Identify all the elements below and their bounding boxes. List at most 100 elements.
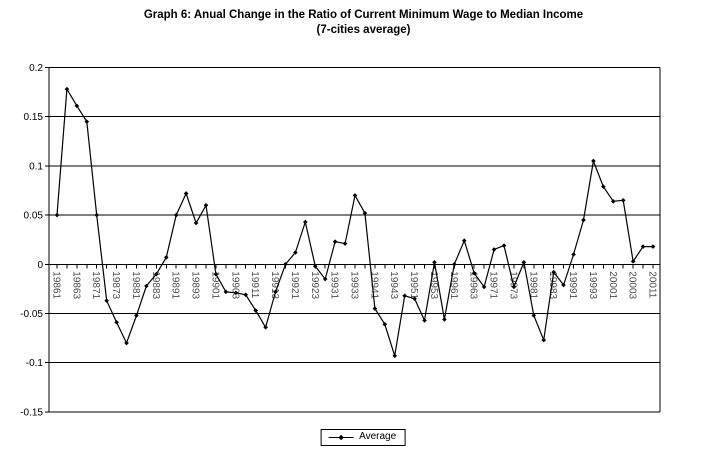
x-axis-label-19913: 19913 [269,271,280,299]
data-point-52 [571,252,576,257]
data-point-60 [650,244,656,249]
data-point-21 [263,324,268,330]
data-point-49 [541,337,547,343]
data-point-2 [74,103,80,109]
data-point-40 [452,262,457,267]
x-axis-label-20001: 20001 [607,271,618,299]
data-point-5 [104,298,109,304]
x-axis-label-19901: 19901 [209,271,220,299]
data-point-27 [322,276,328,282]
x-axis-label-19933: 19933 [349,271,360,299]
data-point-53 [581,217,586,223]
x-axis-label-19951: 19951 [408,271,419,299]
data-point-42 [471,270,477,276]
x-axis-label-19881: 19881 [130,271,141,299]
y-axis-label-0.05: 0.05 [24,211,44,222]
data-point-33 [382,322,388,327]
data-point-59 [640,244,646,249]
data-point-28 [332,239,338,244]
data-point-31 [362,210,368,216]
data-point-45 [501,243,507,248]
data-point-30 [352,193,358,198]
data-point-51 [561,282,566,288]
data-point-3 [84,119,90,124]
x-axis-label-19911: 19911 [249,271,260,299]
x-axis-label-19863: 19863 [70,271,81,299]
data-point-22 [273,289,278,295]
data-point-0 [54,212,60,218]
data-point-38 [432,260,437,265]
x-axis-label-19923: 19923 [309,271,320,299]
x-axis-label-19961: 19961 [448,271,459,299]
data-point-50 [551,269,556,275]
x-axis-label-19921: 19921 [289,271,300,299]
data-point-37 [422,318,427,323]
data-point-8 [134,313,139,318]
data-point-46 [511,284,517,290]
data-point-15 [203,202,209,208]
data-point-29 [342,241,348,246]
data-point-25 [303,219,308,225]
x-axis-label-20003: 20003 [627,271,638,299]
x-axis-label-19943: 19943 [388,271,399,299]
x-axis-label-19871: 19871 [90,271,101,299]
x-axis-label-19983: 19983 [547,271,558,299]
data-point-39 [442,317,447,322]
x-axis-label-19953: 19953 [428,271,439,299]
data-point-55 [601,184,606,189]
data-point-44 [491,247,497,252]
x-axis-label-19931: 19931 [329,271,340,299]
data-point-34 [392,353,398,359]
x-axis-label-19893: 19893 [190,271,201,299]
data-point-58 [630,259,636,264]
y-axis-label-0.15: 0.15 [24,112,44,123]
data-point-18 [233,290,239,296]
x-axis-label-19861: 19861 [51,271,62,299]
chart-subtitle: (7-cities average) [316,24,411,36]
y-axis-label-0.1: 0.1 [29,161,43,172]
y-axis-label--0.15: -0.15 [20,407,43,418]
data-point-23 [283,262,288,267]
data-point-1 [64,86,70,92]
data-point-17 [223,289,229,295]
y-axis-label--0.05: -0.05 [20,309,43,320]
data-point-12 [173,212,179,218]
x-axis-label-19941: 19941 [368,271,379,299]
legend-line-marker-icon [328,434,354,440]
x-axis-label-19991: 19991 [567,271,578,299]
data-point-9 [144,283,149,289]
data-point-47 [521,260,527,265]
x-axis-label-19903: 19903 [229,271,240,299]
data-point-48 [531,313,537,318]
x-axis-label-19891: 19891 [170,271,181,299]
data-point-6 [114,320,119,325]
y-axis-label-0.2: 0.2 [29,63,43,74]
x-axis-label-19873: 19873 [110,271,121,299]
data-point-41 [461,238,467,243]
data-point-36 [412,296,417,302]
data-point-56 [610,199,616,204]
data-point-26 [312,263,318,269]
data-point-13 [183,191,189,196]
data-point-16 [213,271,219,277]
x-axis-label-19971: 19971 [488,271,499,299]
data-point-35 [402,293,407,299]
data-point-14 [193,220,199,226]
data-point-19 [243,292,249,298]
x-axis-label-19963: 19963 [468,271,479,299]
y-axis-label-0: 0 [37,260,43,271]
data-point-11 [163,255,169,260]
legend-series-label: Average [359,431,397,442]
x-axis-label-19981: 19981 [527,271,538,299]
data-point-24 [293,250,298,255]
data-point-32 [372,306,378,311]
x-axis-label-19883: 19883 [150,271,161,299]
x-axis-label-19993: 19993 [587,271,598,299]
data-point-43 [481,284,487,290]
x-axis-label-20011: 20011 [647,271,658,299]
data-point-57 [620,198,626,203]
data-point-7 [124,340,129,346]
legend: Average [320,429,406,446]
